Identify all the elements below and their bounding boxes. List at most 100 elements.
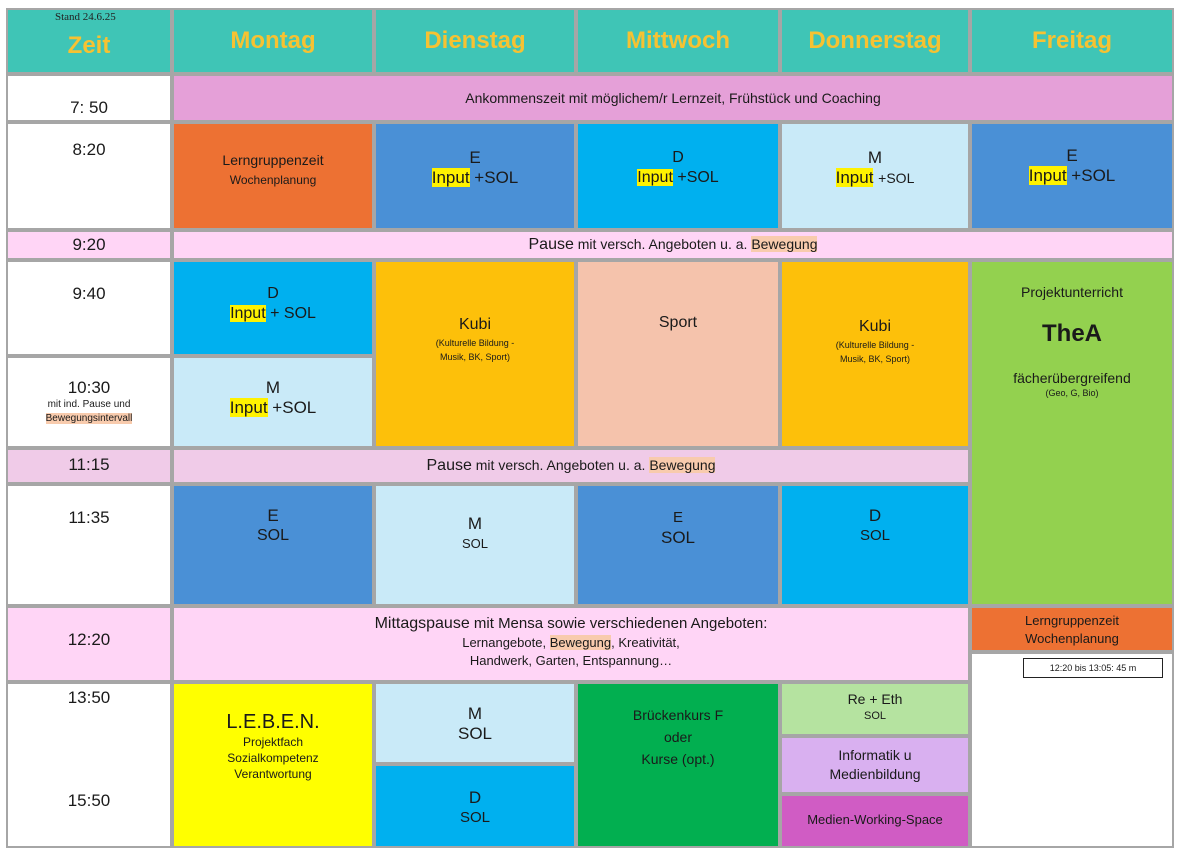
wed-d-subject: D xyxy=(672,149,684,166)
fri-e-subject: E xyxy=(1066,146,1078,165)
lunch-line2c: , Kreativität, xyxy=(611,635,680,650)
time-0940-label: 9:40 xyxy=(72,284,106,303)
tue-d2-subject: D xyxy=(468,788,482,807)
mon-d-input-label: Input xyxy=(230,305,266,322)
thu-medien-label: Medien-Working-Space xyxy=(807,812,943,827)
wed-e-sol: E SOL xyxy=(578,486,778,604)
fri-lerngruppenzeit-sub: Wochenplanung xyxy=(1025,631,1119,646)
time-1030-note1: mit ind. Pause und xyxy=(47,399,131,410)
tue-m-sol-afternoon: M SOL xyxy=(376,684,574,762)
thu-d-sol: D SOL xyxy=(782,486,968,604)
time-1220-label: 12:20 xyxy=(67,630,111,649)
thu-re-eth-sol: SOL xyxy=(863,710,886,722)
mon-d-sol: + SOL xyxy=(270,305,316,322)
arrival-text: Ankommenszeit mit möglichem/r Lernzeit, … xyxy=(465,90,881,106)
time-1115-label: 11:15 xyxy=(68,455,110,474)
time-0750-label: 7: 50 xyxy=(70,98,108,117)
tue-kubi-sub2: Musik, BK, Sport) xyxy=(439,352,511,362)
header-zeit-label: Zeit xyxy=(67,32,111,59)
thu-kubi-title: Kubi xyxy=(858,318,892,335)
time-1550-label: 15:50 xyxy=(67,791,111,810)
pause1-bewegung: Bewegung xyxy=(751,236,818,252)
tue-kubi-sub1: (Kulturelle Bildung - xyxy=(435,338,515,348)
mon-leben-l1: Projektfach xyxy=(242,735,304,749)
pause2-rest: mit versch. Angeboten u. a. xyxy=(471,457,650,473)
fri-e-input-label: Input xyxy=(1028,166,1067,185)
tue-d-sol-afternoon: D SOL xyxy=(376,766,574,846)
header-mittwoch-label: Mittwoch xyxy=(626,27,730,54)
mon-e-sol: E SOL xyxy=(174,486,372,604)
thu-kubi-sub2: Musik, BK, Sport) xyxy=(839,354,911,364)
tue-e-sol: +SOL xyxy=(474,168,519,187)
fri-projektunterricht: Projektunterricht TheA fächerübergreifen… xyxy=(972,262,1172,604)
wed-sport: Sport xyxy=(578,262,778,446)
lunch-band: Mittagspause mit Mensa sowie verschieden… xyxy=(174,608,968,680)
time-0820-label: 8:20 xyxy=(72,140,106,159)
time-0940: 9:40 xyxy=(8,262,170,354)
fri-projekt-sub2: (Geo, G, Bio) xyxy=(1045,388,1099,398)
fri-lerngruppenzeit: Lerngruppenzeit Wochenplanung xyxy=(972,608,1172,650)
time-1135-label: 11:35 xyxy=(68,508,110,527)
thu-m-sol: +SOL xyxy=(878,170,915,186)
fri-time-note-text: 12:20 bis 13:05: 45 m xyxy=(1049,663,1137,673)
pause2-word: Pause xyxy=(426,457,472,474)
mon-d-input: D Input + SOL xyxy=(174,262,372,354)
wed-brueckenkurs: Brückenkurs F oder Kurse (opt.) xyxy=(578,684,778,846)
timetable-grid: Zeit Montag Dienstag Mittwoch Donnerstag… xyxy=(6,8,1174,848)
wed-bk-l1: Brückenkurs F xyxy=(632,707,724,723)
lunch-line2a: Lernangebote, xyxy=(462,635,550,650)
thu-d-sol-label: SOL xyxy=(859,527,890,544)
time-0920-label: 9:20 xyxy=(72,235,106,254)
tue-m2-subject: M xyxy=(467,704,483,723)
pause2-band: Pause mit versch. Angeboten u. a. Bewegu… xyxy=(174,450,968,482)
thu-informatik: Informatik u Medienbildung xyxy=(782,738,968,792)
stand-date: Stand 24.6.25 xyxy=(55,11,116,23)
wed-sport-label: Sport xyxy=(658,314,698,331)
lunch-word: Mittagspause xyxy=(374,615,470,632)
header-dienstag-label: Dienstag xyxy=(424,27,526,54)
mon-leben-l3: Verantwortung xyxy=(234,767,312,781)
lunch-rest: mit Mensa sowie verschiedenen Angeboten: xyxy=(469,615,768,632)
wed-bk-l2: oder xyxy=(663,729,693,745)
thu-kubi: Kubi (Kulturelle Bildung - Musik, BK, Sp… xyxy=(782,262,968,446)
thu-kubi-sub1: (Kulturelle Bildung - xyxy=(835,340,915,350)
thu-re-eth: Re + Eth SOL xyxy=(782,684,968,734)
pause1-rest: mit versch. Angeboten u. a. xyxy=(573,236,752,252)
wed-d-input-label: Input xyxy=(637,169,673,186)
mon-m-input-label: Input xyxy=(229,398,268,417)
mon-e-sol-label: SOL xyxy=(256,527,289,544)
header-freitag: Freitag xyxy=(972,10,1172,72)
tue-m-sol-label: SOL xyxy=(461,536,488,551)
time-1030-label: 10:30 xyxy=(67,378,111,397)
mon-m-sol: +SOL xyxy=(272,398,317,417)
mon-lerngruppenzeit-title: Lerngruppenzeit xyxy=(222,152,324,168)
fri-time-note: 12:20 bis 13:05: 45 m xyxy=(1023,658,1163,678)
pause1-band: Pause mit versch. Angeboten u. a. Bewegu… xyxy=(174,232,1172,258)
tue-m2-sol: SOL xyxy=(457,724,493,743)
tue-e-input: E Input +SOL xyxy=(376,124,574,228)
fri-projekt-title: TheA xyxy=(1042,320,1102,347)
time-1220: 12:20 xyxy=(8,608,170,680)
lunch-bewegung: Bewegung xyxy=(549,635,612,650)
mon-m-subject: M xyxy=(265,378,281,397)
tue-e-input-label: Input xyxy=(431,168,470,187)
time-0820: 8:20 xyxy=(8,124,170,228)
fri-e-input: E Input +SOL xyxy=(972,124,1172,228)
fri-projekt-sub: fächerübergreifend xyxy=(1013,370,1131,386)
fri-afternoon: 12:20 bis 13:05: 45 m xyxy=(972,654,1172,846)
tue-d2-sol: SOL xyxy=(459,809,490,826)
thu-medien-working-space: Medien-Working-Space xyxy=(782,796,968,846)
mon-leben: L.E.B.E.N. Projektfach Sozialkompetenz V… xyxy=(174,684,372,846)
wed-d-input: D Input +SOL xyxy=(578,124,778,228)
tue-m-subject: M xyxy=(467,514,483,533)
pause2-bewegung: Bewegung xyxy=(649,457,716,473)
time-1030-note2: Bewegungsintervall xyxy=(45,413,133,424)
fri-projekt-top: Projektunterricht xyxy=(1021,284,1123,300)
thu-d-subject: D xyxy=(868,506,882,525)
tue-m-sol: M SOL xyxy=(376,486,574,604)
wed-bk-l3: Kurse (opt.) xyxy=(641,751,715,767)
mon-d-subject: D xyxy=(267,285,279,302)
fri-e-sol: +SOL xyxy=(1071,166,1116,185)
thu-m-input-label: Input xyxy=(835,168,874,187)
pause1-word: Pause xyxy=(528,236,574,253)
